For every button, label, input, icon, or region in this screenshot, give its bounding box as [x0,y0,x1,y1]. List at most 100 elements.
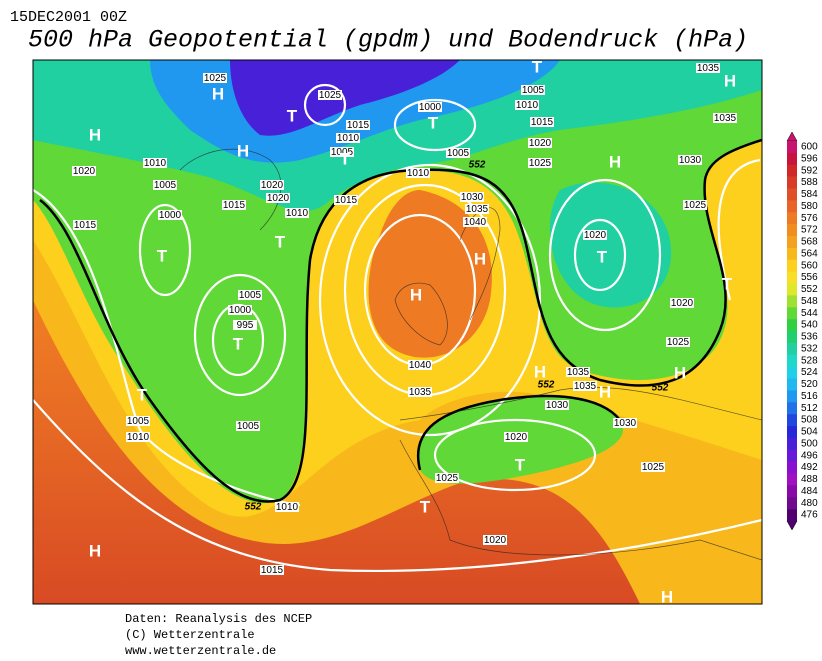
isobar-label-bg [203,73,227,83]
colorbar-cell [787,307,797,320]
pressure-center: T [428,113,439,132]
contour-552-med [417,394,621,471]
isobar-label-bg [463,217,487,227]
colorbar-label: 580 [801,201,818,212]
colorbar-cell [787,331,797,344]
isobar-label-bg [73,220,97,230]
isobar-label: 1010 [127,432,150,443]
isobar-label: 1010 [276,502,299,513]
isobar-label: 1030 [679,155,702,166]
isobar-label-bg [260,565,284,575]
colorbar-cell [787,390,797,403]
colorbar-label: 548 [801,296,818,307]
isobar-label: 1020 [529,138,552,149]
colorbar-cell [787,366,797,379]
footer-line: www.wetterzentrale.de [125,644,276,656]
isobar-label: 1025 [529,158,552,169]
colorbar-label: 600 [801,142,818,153]
colorbar-cell [787,247,797,261]
isobar-label-bg [275,502,299,512]
pressure-center: T [157,246,168,265]
isobar-label: 1005 [331,147,354,158]
colorbar-label: 588 [801,177,818,188]
contour-label: 552 [469,160,486,171]
colorbar-cell [787,295,797,308]
colorbar-cell [787,283,797,296]
colorbar-cell [787,509,797,522]
coastlines [179,148,762,561]
map-frame [32,59,763,605]
colorbar-label: 496 [801,450,818,461]
footer-line: Daten: Reanalysis des NCEP [125,612,312,626]
isobar-label: 1025 [684,200,707,211]
colorbar-bottom [786,520,798,531]
colorbar-label: 500 [801,438,818,449]
colorbar-label: 508 [801,415,818,426]
isobar-label: 1025 [642,462,665,473]
colorbar-label: 560 [801,260,818,271]
isobar-label: 1020 [484,535,507,546]
isobar-label-bg [236,421,260,431]
isobar-label-bg [670,298,694,308]
isobar-label: 1015 [531,117,554,128]
colorbar-cell [787,497,797,510]
isobar-label: 1000 [229,305,252,316]
colorbar-cell [787,378,797,391]
isobar-label: 995 [237,320,254,331]
isobar-label: 1030 [614,418,637,429]
isobar-label-bg [504,432,528,442]
pressure-center: T [233,334,244,353]
isobar-label-bg [696,63,720,73]
isobar-label-bg [528,158,552,168]
isobar-label: 1040 [409,360,432,371]
colorbar-label: 540 [801,320,818,331]
pressure-center: H [674,363,686,382]
pressure-center: T [597,247,608,266]
colorbar-label: 544 [801,308,818,319]
pressure-center: H [410,285,422,304]
colorbar-top [786,131,798,142]
isobar-label: 1035 [466,204,489,215]
colorbar-label: 576 [801,213,818,224]
isobar-label-bg [72,166,96,176]
colorbar-cell [787,200,797,213]
isobar-label-bg [318,90,342,100]
pressure-center: H [89,125,101,144]
pressure-center: H [237,141,249,160]
isobar-label: 1010 [516,100,539,111]
colorbar-cell [787,319,797,332]
isobar-label-bg [573,381,597,391]
isobar-label-bg [238,290,262,300]
isobar-label-bg [408,387,432,397]
isobar-label-bg [515,100,539,110]
isobar-label-bg [266,193,290,203]
pressure-center: H [599,382,611,401]
colorbar-label: 584 [801,189,818,200]
colorbar-cell [787,188,797,201]
colorbar-label: 504 [801,427,818,438]
isobar-label: 1005 [154,180,177,191]
isobar-label-bg [336,133,360,143]
isobar-label: 1020 [267,193,290,204]
colorbar-label: 480 [801,498,818,509]
isobar-label-bg [613,418,637,428]
colorbar-cell [787,259,797,272]
colorbar-cell [787,437,797,451]
isobar-label: 1005 [237,421,260,432]
isobar-label: 1025 [204,73,227,84]
pressure-center: T [287,106,298,125]
pressure-center: T [420,497,431,516]
pressure-center: T [137,385,148,404]
isobar-label-bg [346,120,370,130]
isobar-label-bg [666,337,690,347]
pressure-center: T [722,274,733,293]
pressure-center: T [340,149,351,168]
isobar-label: 1015 [261,565,284,576]
isobar-label-bg [566,367,590,377]
pressure-center: H [724,71,736,90]
colorbar-label: 484 [801,486,818,497]
colorbar-cell [787,271,797,284]
isobar-label-bg [483,535,507,545]
isobar-label: 1025 [436,473,459,484]
pressure-center: H [534,362,546,381]
